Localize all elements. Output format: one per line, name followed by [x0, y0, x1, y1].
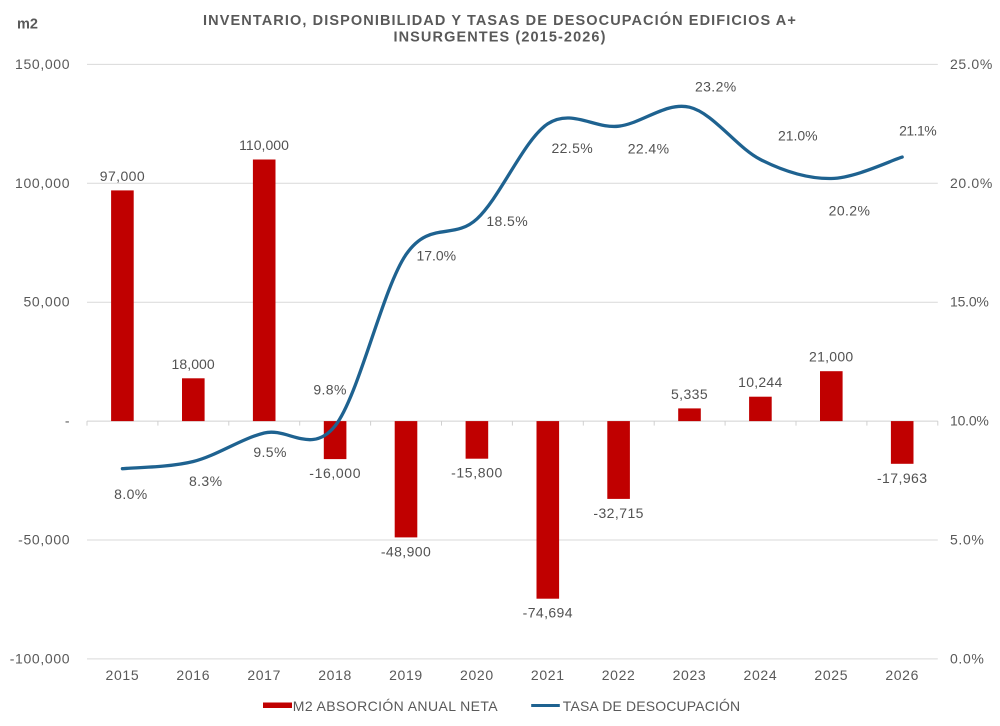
svg-text:110,000: 110,000	[239, 137, 289, 153]
svg-text:2019: 2019	[389, 667, 423, 683]
svg-text:m2: m2	[17, 17, 38, 33]
svg-text:2026: 2026	[885, 667, 919, 683]
svg-text:21.1%: 21.1%	[899, 123, 937, 139]
svg-text:18.5%: 18.5%	[486, 213, 528, 229]
svg-text:21,000: 21,000	[809, 349, 854, 365]
svg-text:50,000: 50,000	[23, 294, 70, 310]
svg-text:-16,000: -16,000	[309, 465, 361, 481]
svg-text:INSURGENTES (2015-2026): INSURGENTES (2015-2026)	[393, 29, 606, 45]
svg-text:2020: 2020	[460, 667, 494, 683]
svg-text:2024: 2024	[744, 667, 778, 683]
svg-text:100,000: 100,000	[15, 175, 70, 191]
svg-text:10,244: 10,244	[738, 374, 783, 390]
svg-text:-: -	[65, 413, 70, 429]
svg-text:INVENTARIO, DISPONIBILIDAD Y T: INVENTARIO, DISPONIBILIDAD Y TASAS DE DE…	[203, 11, 797, 29]
svg-text:2025: 2025	[814, 667, 848, 683]
svg-text:5,335: 5,335	[671, 386, 708, 402]
svg-text:5.0%: 5.0%	[950, 532, 985, 548]
svg-text:97,000: 97,000	[100, 168, 145, 184]
svg-text:17.0%: 17.0%	[417, 248, 457, 264]
svg-text:-48,900: -48,900	[381, 543, 431, 559]
svg-text:2021: 2021	[531, 667, 565, 683]
svg-text:-32,715: -32,715	[593, 505, 644, 521]
svg-text:20.2%: 20.2%	[829, 202, 871, 218]
svg-text:-50,000: -50,000	[18, 532, 70, 548]
svg-text:TASA DE DESOCUPACIÓN: TASA DE DESOCUPACIÓN	[563, 698, 741, 714]
svg-text:9.8%: 9.8%	[313, 381, 347, 397]
svg-text:8.3%: 8.3%	[189, 473, 223, 489]
svg-text:150,000: 150,000	[15, 56, 70, 72]
svg-text:0.0%: 0.0%	[950, 650, 985, 666]
svg-text:20.0%: 20.0%	[950, 175, 993, 191]
svg-text:8.0%: 8.0%	[114, 486, 148, 502]
svg-text:10.0%: 10.0%	[950, 413, 990, 429]
svg-text:2015: 2015	[106, 667, 140, 683]
svg-text:22.4%: 22.4%	[628, 141, 670, 157]
svg-text:M2 ABSORCIÓN ANUAL NETA: M2 ABSORCIÓN ANUAL NETA	[293, 698, 499, 714]
svg-text:9.5%: 9.5%	[253, 444, 287, 460]
svg-text:2016: 2016	[176, 667, 210, 683]
svg-text:22.5%: 22.5%	[551, 140, 593, 156]
svg-text:-15,800: -15,800	[451, 465, 503, 481]
svg-text:2022: 2022	[602, 667, 636, 683]
svg-text:25.0%: 25.0%	[950, 56, 993, 72]
svg-text:2017: 2017	[247, 667, 281, 683]
svg-text:2023: 2023	[673, 667, 707, 683]
svg-text:-17,963: -17,963	[877, 470, 928, 486]
svg-text:2018: 2018	[318, 667, 352, 683]
svg-text:15.0%: 15.0%	[950, 294, 990, 310]
svg-text:-100,000: -100,000	[10, 650, 70, 666]
svg-text:18,000: 18,000	[172, 356, 216, 372]
svg-text:-74,694: -74,694	[523, 605, 573, 621]
svg-text:21.0%: 21.0%	[778, 127, 818, 143]
svg-text:23.2%: 23.2%	[695, 78, 737, 94]
